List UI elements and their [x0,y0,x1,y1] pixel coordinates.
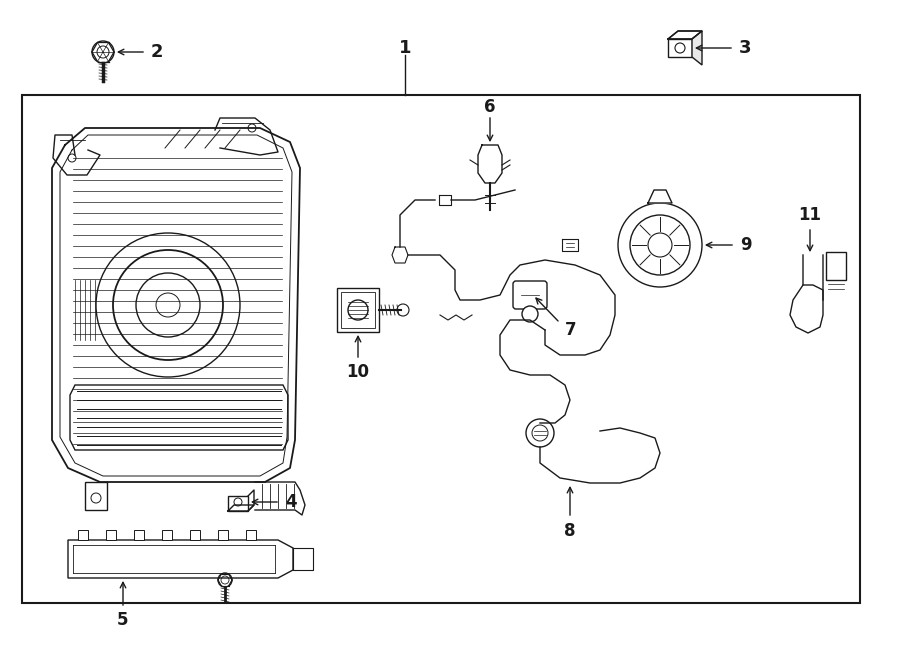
Circle shape [618,203,702,287]
Bar [85,482,107,510]
Text: 11: 11 [798,206,822,224]
Polygon shape [162,530,172,540]
Polygon shape [246,530,256,540]
Circle shape [92,41,114,63]
Polygon shape [70,385,288,450]
Text: 4: 4 [285,493,297,511]
Polygon shape [648,190,672,203]
Text: 3: 3 [739,39,752,57]
Text: 2: 2 [151,43,164,61]
Text: 6: 6 [484,98,496,116]
Circle shape [136,273,200,337]
Polygon shape [106,530,116,540]
Text: 5: 5 [117,611,129,629]
Polygon shape [668,31,702,39]
Polygon shape [78,530,88,540]
Circle shape [397,304,409,316]
Text: 9: 9 [740,236,752,254]
Text: 10: 10 [346,363,370,381]
Bar [228,496,248,511]
Bar [337,288,379,332]
Polygon shape [218,530,228,540]
Text: 8: 8 [564,522,576,540]
Polygon shape [134,530,144,540]
Polygon shape [190,530,200,540]
Circle shape [522,306,538,322]
Polygon shape [692,31,702,65]
Bar [341,292,375,328]
Bar [22,95,860,603]
Bar [668,39,692,57]
Polygon shape [68,540,293,578]
Bar [826,252,846,280]
FancyBboxPatch shape [513,281,547,309]
Text: 7: 7 [565,321,577,339]
Circle shape [96,233,240,377]
Circle shape [526,419,554,447]
Circle shape [113,250,223,360]
Text: 1: 1 [399,39,411,57]
